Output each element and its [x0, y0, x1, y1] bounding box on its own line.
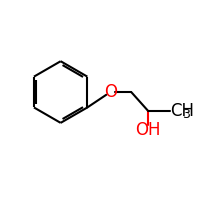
Text: 3: 3: [183, 108, 190, 121]
Text: OH: OH: [135, 121, 161, 139]
Text: O: O: [104, 83, 117, 101]
Text: CH: CH: [170, 102, 194, 120]
